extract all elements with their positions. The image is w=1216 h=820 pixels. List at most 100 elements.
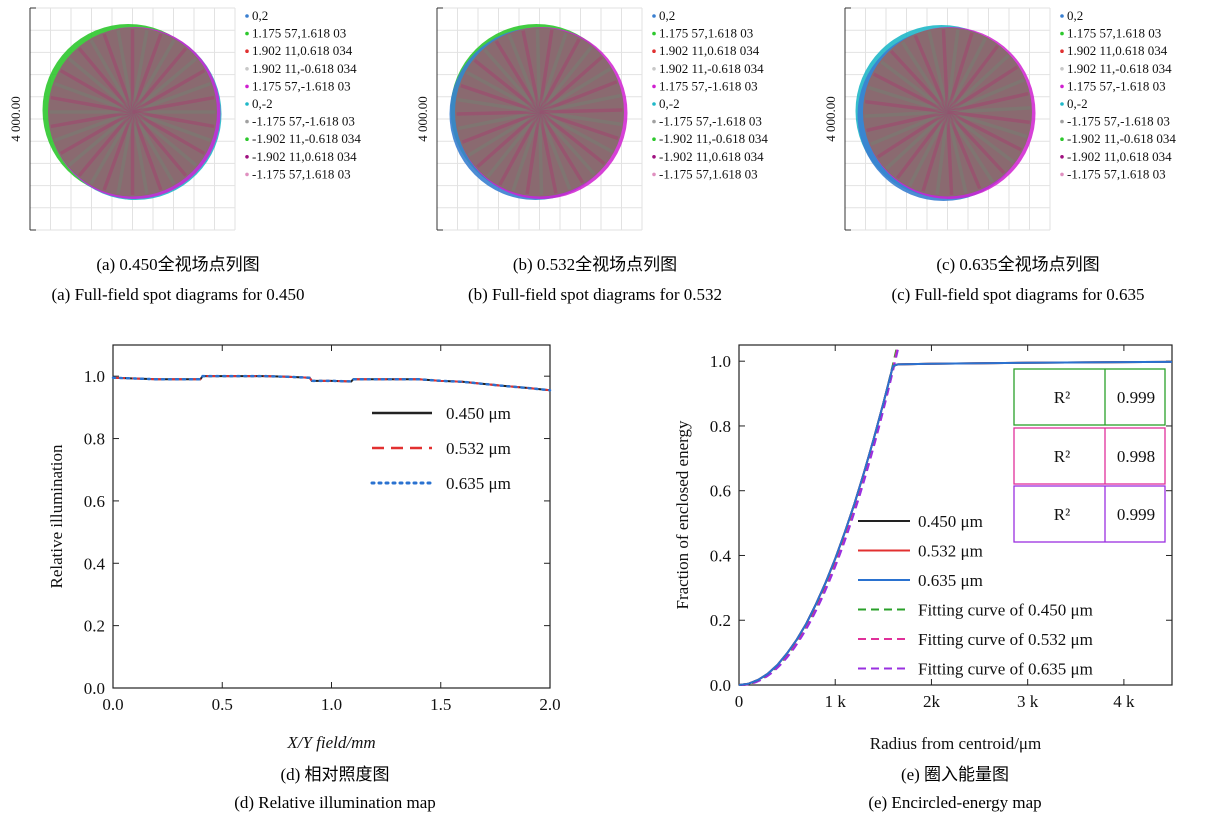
spot-streak	[467, 110, 541, 157]
caption-c-en: (c) Full-field spot diagrams for 0.635	[891, 285, 1144, 304]
spot-streak	[538, 111, 585, 184]
legend-marker	[1060, 67, 1064, 71]
spot-disk	[863, 27, 1032, 197]
legend-marker	[652, 31, 656, 36]
spot-streak	[494, 40, 541, 113]
spot-streak	[131, 57, 198, 114]
x-tick-label: 2k	[923, 692, 941, 711]
spot-streak	[901, 41, 949, 113]
legend-marker	[1060, 49, 1064, 53]
legend-marker	[652, 67, 656, 71]
spot-streak	[880, 60, 949, 114]
spot-legend-label: 0,2	[252, 8, 268, 23]
spot-legend-label: -1.175 57,-1.618 03	[659, 114, 762, 129]
spot-streak	[521, 30, 542, 113]
x-tick-label: 1.5	[430, 695, 451, 714]
spot-streak	[946, 110, 1006, 175]
y-tick-label: 0.0	[710, 676, 731, 695]
spot-streak	[538, 46, 593, 114]
spot-streak	[525, 111, 542, 195]
legend-label: Fitting curve of 0.635 μm	[918, 660, 1093, 679]
legend-marker	[245, 119, 249, 124]
spot-streak	[876, 110, 949, 159]
y-tick-label: 0.4	[84, 554, 106, 573]
spot-streak	[50, 95, 133, 114]
legend-marker	[245, 172, 249, 177]
legend-marker	[652, 172, 656, 177]
legend-marker	[1060, 102, 1064, 106]
y-tick-label: 0.2	[84, 617, 105, 636]
spot-streak	[483, 48, 541, 114]
r2-label: R²	[1054, 447, 1070, 466]
spot-streak	[102, 111, 135, 191]
spot-streak	[945, 37, 987, 113]
spot-legend-label: -1.175 57,-1.618 03	[252, 114, 355, 129]
spot-panel-a: 4 000.00 0,2 1.175 57,1.618 03 1.902 11,0.6…	[8, 7, 361, 231]
spot-legend-label: 1.902 11,-0.618 034	[1067, 61, 1172, 76]
spot-legend-label: 1.902 11,0.618 034	[252, 43, 353, 58]
spot-streak	[539, 108, 623, 114]
legend-label: 0.450 μm	[918, 512, 983, 531]
spot-ylabel: 4 000.00	[415, 96, 430, 142]
legend-label: Fitting curve of 0.450 μm	[918, 601, 1093, 620]
spot-streak	[867, 85, 949, 114]
x-axis-label: Radius from centroid/μm	[870, 734, 1042, 753]
spot-streak	[539, 110, 622, 127]
y-tick-label: 0.4	[710, 546, 732, 565]
spot-streak	[538, 110, 619, 141]
spot-streak	[89, 39, 135, 113]
r2-value: 0.998	[1117, 447, 1155, 466]
r2-box	[1013, 485, 1166, 543]
spot-streak	[59, 110, 134, 156]
spot-streak	[537, 32, 568, 113]
spot-streak	[77, 110, 134, 177]
spot-legend-label: 0,2	[1067, 8, 1083, 23]
x-tick-label: 3 k	[1017, 692, 1039, 711]
r2-box	[1013, 368, 1166, 426]
spot-streak	[535, 28, 542, 113]
legend-marker	[245, 31, 249, 36]
spot-streak	[53, 110, 134, 143]
spot-streak	[476, 110, 541, 169]
spot-legend-label: 0,-2	[252, 96, 273, 111]
spot-streak	[498, 111, 542, 186]
y-tick-label: 1.0	[84, 367, 105, 386]
spot-legend-label: -1.902 11,0.618 034	[659, 149, 764, 164]
spot-streak	[102, 33, 135, 113]
caption-a-cn: (a) 0.450全视场点列图	[96, 255, 259, 274]
x-tick-label: 0	[735, 692, 744, 711]
legend-marker	[652, 14, 656, 18]
spot-legend-label: 1.175 57,1.618 03	[252, 26, 346, 41]
plot-frame	[112, 344, 551, 689]
legend-marker	[1060, 172, 1064, 177]
y-tick-label: 0.8	[710, 417, 731, 436]
spot-streak	[116, 111, 135, 195]
spot-streak	[461, 110, 541, 144]
x-tick-label: 4 k	[1113, 692, 1135, 711]
spot-streak	[872, 72, 949, 114]
spot-streak	[537, 111, 558, 194]
spot-streak	[53, 81, 134, 114]
r2-box	[1013, 427, 1166, 485]
spot-streak	[67, 110, 134, 167]
spot-streak	[456, 110, 540, 116]
caption-d-cn: (d) 相对照度图	[280, 765, 389, 784]
spot-streak	[947, 106, 1031, 114]
y-axis-label: Fraction of enclosed energy	[673, 420, 692, 609]
legend-marker	[652, 102, 656, 106]
spot-streak	[130, 111, 149, 195]
legend-marker	[1060, 31, 1064, 36]
plot-frame	[738, 344, 1173, 686]
spot-streak	[885, 110, 949, 170]
spot-streak	[946, 110, 1028, 139]
legend-marker	[652, 49, 656, 53]
r2-value: 0.999	[1117, 505, 1155, 524]
series-line	[111, 374, 552, 392]
legend-label: 0.532 μm	[918, 542, 983, 561]
spot-streak	[889, 49, 949, 114]
y-tick-label: 0.0	[84, 679, 105, 698]
spot-streak	[908, 111, 950, 187]
legend-marker	[1060, 137, 1064, 141]
caption-c-cn: (c) 0.635全视场点列图	[936, 255, 1099, 274]
spot-legend-label: 1.902 11,0.618 034	[1067, 43, 1168, 58]
